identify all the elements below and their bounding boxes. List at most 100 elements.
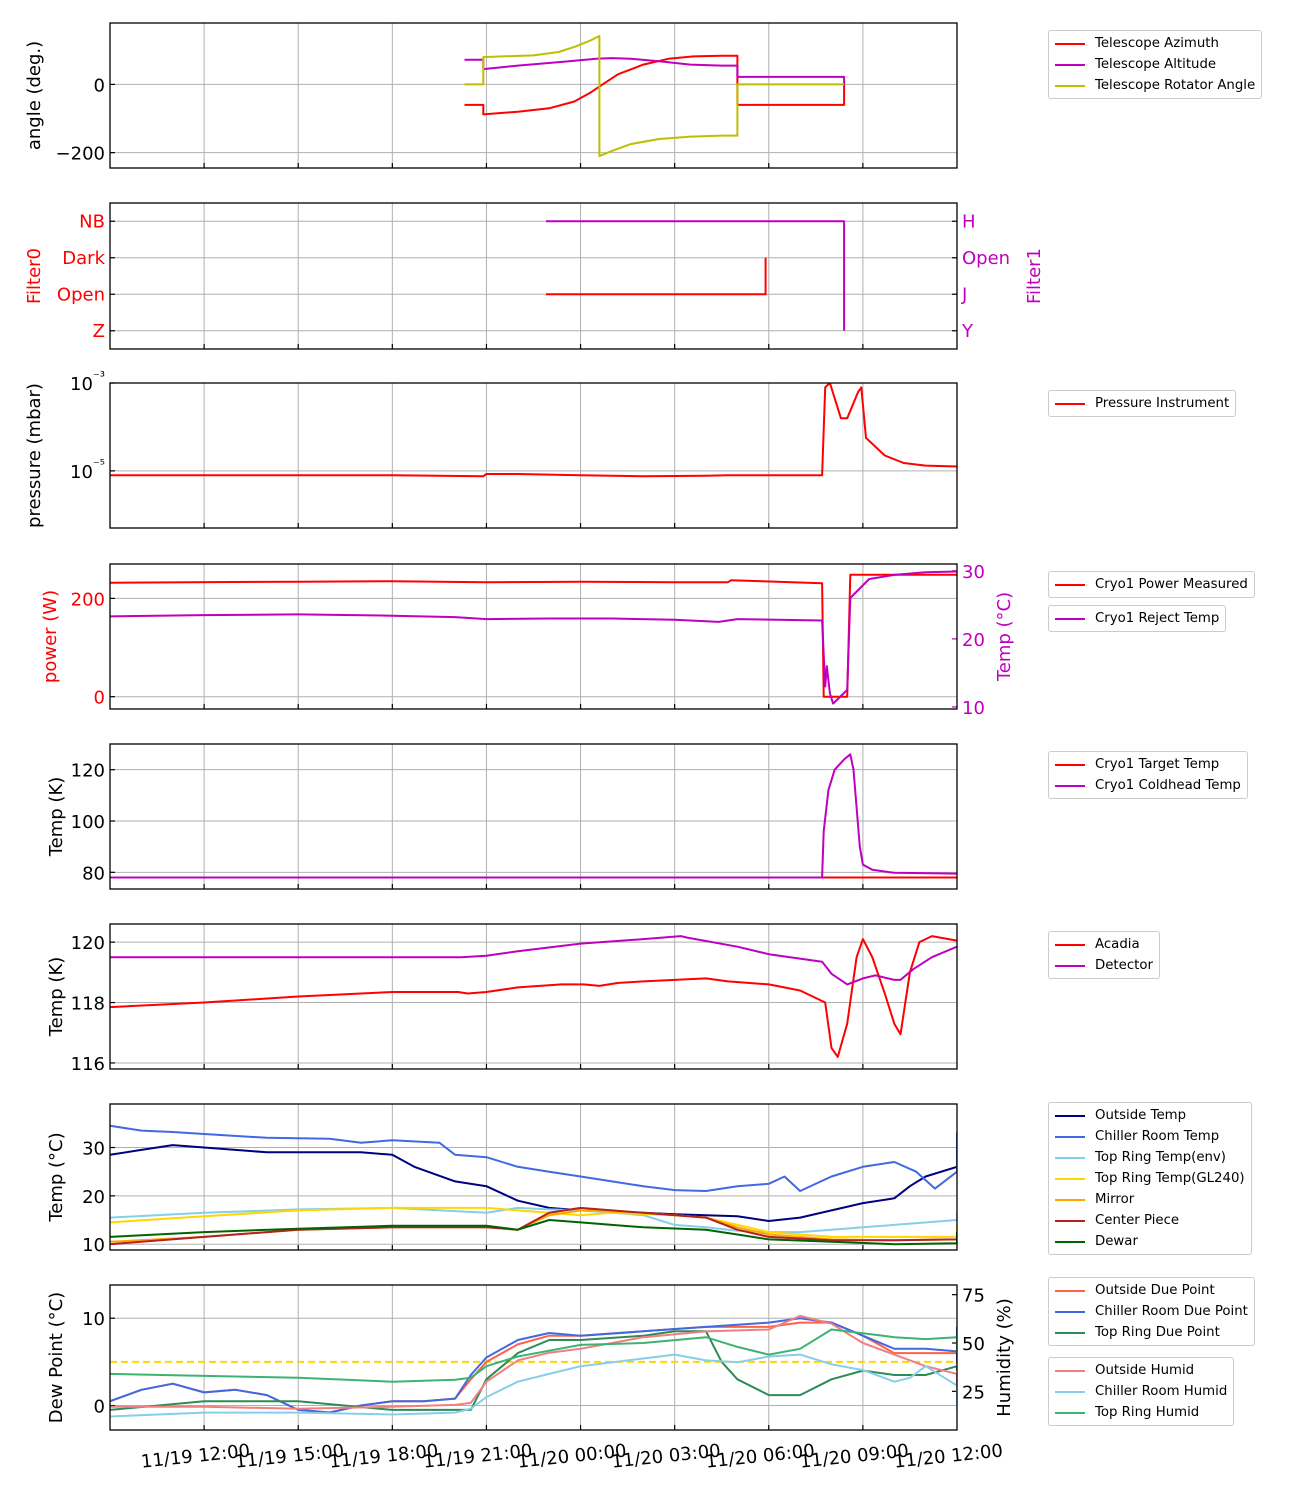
legend-item: Outside Due Point	[1055, 1280, 1248, 1301]
legend-swatch	[1055, 1331, 1085, 1334]
legend-item: Cryo1 Target Temp	[1055, 754, 1241, 775]
axes-frame	[109, 923, 958, 1070]
legend-swatch	[1055, 943, 1085, 946]
series-line-dewar	[110, 1219, 957, 1246]
series-line-pressure-instrument	[110, 383, 957, 478]
legend-item: Cryo1 Power Measured	[1055, 574, 1248, 595]
legend-label: Cryo1 Coldhead Temp	[1095, 778, 1241, 793]
series-line-top-ring-due-point	[110, 1330, 957, 1411]
y-tick-label-right: H	[962, 211, 976, 232]
series-line-outside-humid	[110, 1314, 957, 1410]
axes-frame	[109, 382, 958, 529]
legend-swatch	[1055, 42, 1085, 45]
legend-label: Center Piece	[1095, 1213, 1180, 1228]
y-tick-label: 116	[71, 1054, 105, 1075]
panel-cryo_power: 0 200 10 20 30 power (W) Temp (°C)	[40, 562, 1015, 719]
y-tick-label: −200	[56, 144, 105, 165]
legend-item: Cryo1 Reject Temp	[1055, 608, 1219, 629]
series-line-center-piece	[110, 1206, 957, 1246]
y-tick-label: 120	[71, 761, 105, 782]
y-axis-label: Temp (°C)	[46, 1132, 67, 1222]
legend-item: Outside Temp	[1055, 1105, 1245, 1126]
panel-filters: Z Y Open J Dark Open NB H Filter0 Filter1	[24, 202, 1045, 350]
series-line-detector	[110, 935, 957, 986]
legend-label: Chiller Room Humid	[1095, 1384, 1228, 1399]
y-axis-label: pressure (mbar)	[24, 383, 45, 528]
y-tick-label: NB	[79, 211, 105, 232]
y-axis-label: angle (deg.)	[24, 41, 45, 150]
y-tick-label: 30	[82, 1139, 105, 1160]
y-tick-label: 118	[71, 994, 105, 1015]
y-tick-label: 10⁻³	[70, 370, 105, 395]
legend-swatch	[1055, 1198, 1085, 1201]
legend-label: Top Ring Temp(GL240)	[1095, 1171, 1245, 1186]
legend-swatch	[1055, 763, 1085, 766]
y-axis-label-right: Humidity (%)	[994, 1298, 1015, 1417]
legend-label: Chiller Room Temp	[1095, 1129, 1220, 1144]
y-tick-label-right: Y	[961, 321, 974, 342]
legend: Acadia Detector	[1048, 931, 1160, 979]
series-line-cryo1-power-measured	[110, 573, 957, 698]
y-axis-label: Temp (K)	[46, 957, 67, 1038]
panel-telescope: 0 −200 angle (deg.)	[24, 22, 958, 169]
axes-frame	[109, 1103, 958, 1251]
legend-item: Chiller Room Humid	[1055, 1381, 1227, 1402]
legend-swatch	[1055, 1114, 1085, 1117]
legend-swatch	[1055, 1219, 1085, 1222]
panel-pressure: 10⁻³ 10⁻⁵ pressure (mbar)	[24, 370, 958, 529]
legend-label: Telescope Rotator Angle	[1095, 78, 1256, 93]
series-line-telescope-altitude	[464, 57, 846, 85]
legend-label: Chiller Room Due Point	[1095, 1304, 1248, 1319]
legend-item: Telescope Rotator Angle	[1055, 75, 1255, 96]
y-tick-label: 100	[71, 812, 105, 833]
series-line-acadia	[110, 935, 957, 1058]
legend-swatch	[1055, 1177, 1085, 1180]
legend-label: Detector	[1095, 958, 1153, 973]
legend-item: Telescope Altitude	[1055, 54, 1255, 75]
y-axis-label: power (W)	[40, 590, 61, 683]
y-tick-label-right: 30	[962, 562, 985, 583]
legend-swatch	[1055, 1310, 1085, 1313]
panel-dew_humidity: 0 10 25 50 75 Dew Point (°C) Humidity (%)	[46, 1284, 1015, 1431]
legend-label: Top Ring Humid	[1095, 1405, 1200, 1420]
y-tick-label: 0	[94, 688, 105, 709]
axes-frame	[109, 202, 958, 350]
y-tick-label: Dark	[62, 248, 105, 269]
y-tick-label-right: J	[961, 284, 967, 305]
legend-label: Dewar	[1095, 1234, 1138, 1249]
legend-label: Telescope Altitude	[1095, 57, 1217, 72]
x-tick-label: 11/20 12:00	[893, 1440, 1004, 1472]
y-axis-label-right: Temp (°C)	[994, 592, 1015, 682]
legend-swatch	[1055, 583, 1085, 586]
legend-swatch	[1055, 63, 1085, 66]
legend-label: Outside Temp	[1095, 1108, 1187, 1123]
legend-item: Detector	[1055, 955, 1153, 976]
y-axis-label: Dew Point (°C)	[46, 1292, 67, 1423]
series-line-chiller-room-due-point	[110, 1317, 957, 1414]
legend-item: Dewar	[1055, 1231, 1245, 1252]
legend: Outside Due Point Chiller Room Due Point T…	[1048, 1277, 1255, 1346]
legend-item: Top Ring Temp(env)	[1055, 1147, 1245, 1168]
legend-item: Chiller Room Due Point	[1055, 1301, 1248, 1322]
y-tick-label: 120	[71, 933, 105, 954]
y-tick-label: 0	[94, 1397, 105, 1418]
y-axis-label: Filter0	[24, 248, 45, 304]
y-tick-label: 10	[82, 1309, 105, 1330]
legend: Telescope Azimuth Telescope Altitude Teles…	[1048, 30, 1263, 99]
legend-swatch	[1055, 1135, 1085, 1138]
y-tick-label: 10⁻⁵	[70, 458, 105, 483]
series-line-cryo1-reject-temp	[110, 570, 957, 705]
series-line-cryo1-coldhead-temp	[110, 753, 957, 879]
legend-label: Top Ring Due Point	[1095, 1325, 1220, 1340]
y-tick-label-right: 25	[962, 1382, 985, 1403]
y-tick-label: Z	[93, 321, 105, 342]
legend-swatch	[1055, 1369, 1085, 1372]
legend-label: Outside Due Point	[1095, 1283, 1215, 1298]
legend-swatch	[1055, 1289, 1085, 1292]
legend-item: Chiller Room Temp	[1055, 1126, 1245, 1147]
legend-label: Cryo1 Target Temp	[1095, 757, 1220, 772]
legend-item: Center Piece	[1055, 1210, 1245, 1231]
legend-label: Cryo1 Reject Temp	[1095, 611, 1220, 626]
